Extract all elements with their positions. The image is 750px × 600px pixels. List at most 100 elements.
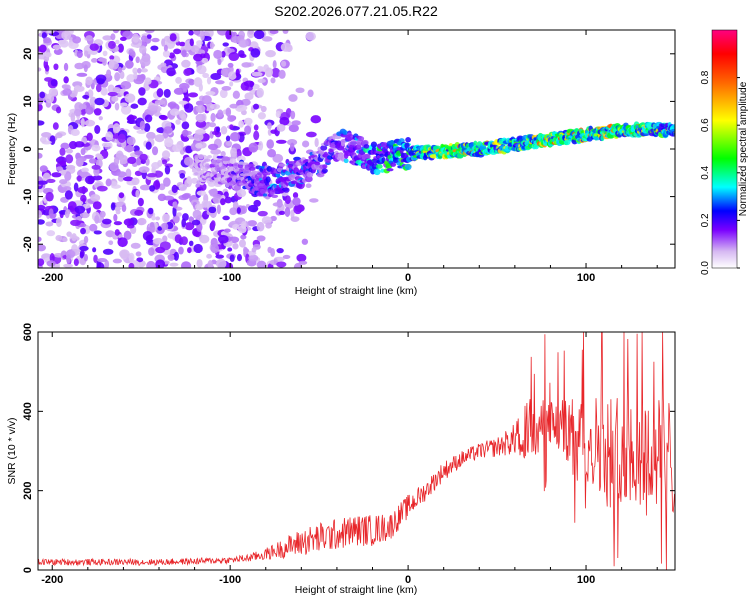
colorbar-gradient [711, 29, 738, 269]
spectrogram-noise-blob [73, 108, 82, 117]
spectrogram-signal-cell [290, 180, 298, 185]
spectrogram-signal-cell [288, 174, 296, 181]
spectrogram-noise-blob [89, 43, 100, 51]
spectrogram-noise-blob [270, 77, 276, 84]
spectrogram-noise-blob [154, 99, 166, 106]
spectrogram-noise-blob [205, 91, 216, 96]
spectrogram-noise-blob [51, 172, 62, 178]
spectrogram-noise-blob [238, 225, 247, 234]
spectrogram-noise-blob [265, 222, 272, 229]
spectrogram-noise-blob [149, 185, 156, 192]
spectrogram-noise-blob [95, 153, 103, 158]
spectrogram-noise-blob [98, 116, 103, 121]
spectrogram-signal-cell [364, 153, 371, 160]
spectrogram-noise-blob [210, 148, 222, 155]
spectrogram-signal-cell [380, 168, 385, 173]
spectrogram-noise-blob [201, 57, 209, 64]
spectrogram-xtick-label: 0 [405, 272, 411, 284]
spectrogram-noise-blob [59, 179, 68, 185]
spectrogram-noise-blob [244, 92, 254, 101]
colorbar: 0.0 0.2 0.4 0.6 0.8 Normalized spectral ampl… [700, 29, 749, 275]
spectrogram-noise-blob [65, 154, 74, 164]
spectrogram-noise-blob [114, 102, 120, 111]
spectrogram-noise-blob [146, 173, 158, 178]
spectrogram-noise-blob [195, 142, 203, 149]
spectrogram-noise-blob [192, 209, 202, 219]
spectrogram-noise-blob [309, 198, 319, 203]
spectrogram-noise-blob [82, 94, 90, 99]
spectrogram-noise-blob [120, 81, 132, 90]
spectrogram-noise-blob [117, 66, 123, 73]
spectrogram-signal-cell [209, 163, 216, 169]
spectrogram-noise-blob [61, 30, 72, 41]
spectrogram-signal-cell [257, 172, 263, 176]
spectrogram-noise-blob [127, 156, 137, 165]
spectrogram-noise-blob [143, 123, 151, 132]
spectrogram-signal-cell [396, 161, 401, 166]
spectrogram-noise-blob [260, 105, 267, 113]
spectrogram-noise-blob [64, 190, 73, 200]
spectrogram-noise-blob [115, 39, 120, 45]
spectrogram-noise-blob [163, 88, 171, 98]
spectrogram-signal-cell [362, 139, 369, 146]
colorbar-tick-label: 0.6 [700, 118, 711, 132]
spectrogram-noise-blob [151, 37, 160, 43]
spectrogram-noise-blob [55, 166, 64, 172]
spectrogram-noise-blob [157, 226, 163, 231]
spectrogram-noise-blob [99, 210, 106, 218]
spectrogram-noise-blob [65, 148, 74, 154]
spectrogram-noise-blob [243, 80, 255, 87]
spectrogram-noise-blob [285, 108, 292, 118]
spectrogram-noise-blob [116, 171, 127, 178]
spectrogram-noise-blob [199, 234, 210, 244]
spectrogram-noise-blob [284, 195, 291, 205]
spectrogram-noise-blob [114, 229, 120, 236]
spectrogram-noise-blob [124, 145, 135, 152]
spectrogram-noise-blob [181, 59, 191, 68]
spectrogram-noise-blob [139, 153, 148, 161]
snr-series-line [38, 332, 675, 570]
colorbar-tick-label: 0.0 [700, 261, 711, 275]
spectrogram-noise-blob [90, 58, 98, 63]
spectrogram-noise-blob [269, 30, 279, 34]
spectrogram-noise-blob [70, 128, 80, 137]
spectrogram-noise-blob [39, 91, 46, 99]
spectrogram-noise-blob [220, 67, 229, 77]
spectrogram-noise-blob [209, 103, 221, 110]
spectrogram-noise-blob [95, 83, 102, 93]
spectrogram-noise-blob [257, 78, 266, 84]
spectrogram-signal-cell [373, 168, 381, 176]
spectrogram-noise-blob [298, 260, 308, 265]
spectrogram-noise-blob [154, 134, 165, 143]
spectrogram-noise-blob [124, 93, 136, 103]
spectrogram-noise-blob [215, 80, 225, 85]
spectrogram-noise-blob [46, 178, 56, 183]
spectrogram-signal-cell [358, 136, 365, 142]
spectrogram-signal-cell [248, 166, 256, 171]
spectrogram-noise-blob [89, 223, 98, 232]
spectrogram-noise-blob [119, 70, 125, 80]
spectrogram-noise-blob [100, 87, 108, 96]
spectrogram-noise-blob [247, 204, 259, 213]
spectrogram-noise-blob [253, 30, 265, 40]
spectrogram-noise-blob [272, 202, 284, 207]
spectrogram-noise-blob [136, 129, 147, 134]
spectrogram-noise-blob [38, 236, 42, 243]
spectrogram-noise-blob [62, 186, 72, 192]
spectrogram-noise-blob [225, 30, 232, 40]
spectrogram-noise-blob [152, 237, 164, 245]
spectrogram-noise-blob [92, 175, 103, 181]
spectrogram-noise-blob [102, 218, 112, 225]
spectrogram-noise-blob [216, 204, 221, 215]
spectrogram-noise-blob [261, 216, 272, 225]
spectrogram-noise-blob [171, 184, 178, 194]
spectrogram-noise-blob [229, 103, 239, 109]
spectrogram-noise-blob [278, 210, 286, 215]
spectrogram-signal-cell [221, 156, 230, 162]
spectrogram-noise-blob [211, 188, 218, 193]
spectrogram-noise-blob [247, 220, 258, 227]
spectrogram-noise-blob [151, 215, 156, 221]
spectrogram-noise-blob [188, 78, 195, 86]
spectrogram-noise-blob [75, 119, 82, 124]
spectrogram-noise-blob [48, 208, 54, 218]
